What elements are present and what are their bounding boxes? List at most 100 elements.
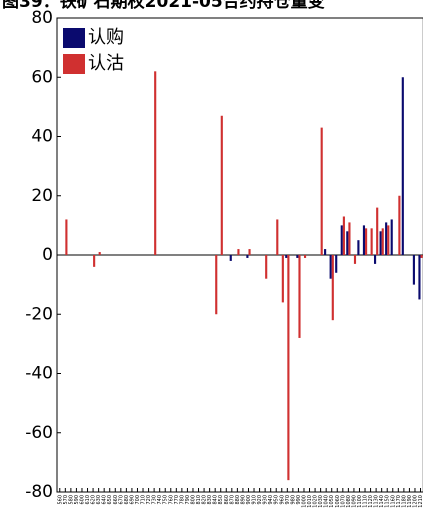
legend-swatch	[63, 28, 85, 48]
x-tick-label: 690	[129, 495, 135, 505]
bar	[420, 255, 423, 258]
x-tick-label: 630	[96, 495, 102, 505]
x-tick-label: 880	[235, 495, 241, 505]
bar	[381, 228, 384, 255]
x-tick-label: 1060	[335, 495, 341, 508]
bar	[329, 255, 332, 279]
x-tick-label: 930	[263, 495, 269, 505]
x-tick-label: 1010	[307, 495, 313, 508]
bar	[340, 225, 343, 255]
x-tick-label: 740	[157, 495, 163, 505]
x-tick-label: 1120	[368, 495, 374, 508]
x-tick-label: 850	[218, 495, 224, 505]
x-tick-label: 590	[74, 495, 80, 505]
legend-label: 认沽	[88, 53, 124, 74]
x-tick-label: 770	[174, 495, 180, 505]
bar	[387, 225, 390, 255]
x-tick-label: 1080	[346, 495, 352, 508]
x-tick-label: 1100	[357, 495, 363, 508]
x-tick-label: 1180	[401, 495, 407, 508]
bar	[298, 255, 301, 338]
x-tick-label: 840	[213, 495, 219, 505]
x-tick-label: 600	[79, 495, 85, 505]
bar	[370, 228, 373, 255]
bar	[248, 249, 251, 255]
x-tick-label: 960	[279, 495, 285, 505]
bar	[346, 231, 349, 255]
y-tick-label: -40	[25, 364, 53, 384]
bar	[401, 77, 404, 255]
bar	[65, 219, 68, 255]
bar	[353, 255, 357, 264]
bar	[376, 207, 379, 255]
bar	[412, 255, 415, 285]
x-tick-label: 900	[246, 495, 252, 505]
x-tick-label: 1140	[379, 495, 385, 508]
x-tick-label: 1130	[374, 495, 380, 508]
x-tick-label: 1190	[407, 495, 413, 508]
bar	[418, 255, 421, 300]
x-tick-label: 570	[63, 495, 69, 505]
x-tick-label: 1200	[412, 495, 418, 508]
bar	[237, 249, 240, 255]
x-tick-label: 560	[57, 495, 63, 505]
legend-swatch	[63, 54, 85, 74]
x-tick-label: 1090	[351, 495, 357, 508]
x-tick-label: 1020	[313, 495, 319, 508]
x-tick-label: 1110	[363, 495, 369, 508]
x-tick-label: 950	[274, 495, 280, 505]
bar	[373, 255, 377, 264]
bar	[348, 222, 351, 255]
bar	[285, 255, 288, 258]
x-tick-label: 1050	[329, 495, 335, 508]
x-tick-label: 890	[240, 495, 246, 505]
y-tick-label: 20	[31, 186, 53, 206]
x-tick-label: 1030	[318, 495, 324, 508]
x-tick-label: 990	[296, 495, 302, 505]
x-tick-label: 680	[124, 495, 130, 505]
bar	[220, 115, 223, 255]
y-tick-label: 80	[31, 8, 53, 28]
x-tick-label: 1040	[324, 495, 330, 508]
x-tick-label: 730	[152, 495, 158, 505]
bar	[246, 255, 249, 258]
x-tick-label: 650	[107, 495, 113, 505]
y-tick-label: 0	[42, 245, 53, 265]
x-tick-label: 780	[179, 495, 185, 505]
x-tick-label: 910	[252, 495, 258, 505]
bar	[379, 231, 382, 255]
x-tick-label: 860	[224, 495, 230, 505]
bar	[390, 219, 393, 255]
chart-title: 图39：铁矿石期权2021-05合约持仓量变	[2, 0, 325, 12]
x-tick-label: 700	[135, 495, 141, 505]
bar	[331, 255, 334, 321]
bar	[357, 240, 360, 255]
bar	[362, 225, 366, 255]
bar	[265, 255, 268, 279]
x-tick-label: 1150	[385, 495, 391, 508]
x-tick-label: 810	[196, 495, 202, 505]
bar	[320, 127, 323, 255]
x-tick-label: 1000	[301, 495, 307, 508]
x-tick-label: 750	[163, 495, 169, 505]
x-tick-label: 1170	[396, 495, 402, 508]
x-tick-label: 760	[168, 495, 174, 505]
x-tick-label: 670	[118, 495, 124, 505]
y-tick-label: -60	[25, 423, 53, 443]
x-tick-label: 1070	[340, 495, 346, 508]
bar	[229, 255, 232, 261]
x-tick-label: 870	[229, 495, 235, 505]
x-tick-label: 970	[285, 495, 291, 505]
y-tick-label: -20	[25, 304, 53, 324]
x-tick-label: 640	[102, 495, 108, 505]
x-tick-label: 1160	[390, 495, 396, 508]
bar	[324, 249, 327, 255]
x-tick-label: 620	[91, 495, 97, 505]
x-tick-label: 610	[85, 495, 91, 505]
bar	[287, 255, 290, 481]
bar	[365, 228, 368, 255]
x-tick-label: 800	[190, 495, 196, 505]
x-tick-label: 580	[68, 495, 74, 505]
